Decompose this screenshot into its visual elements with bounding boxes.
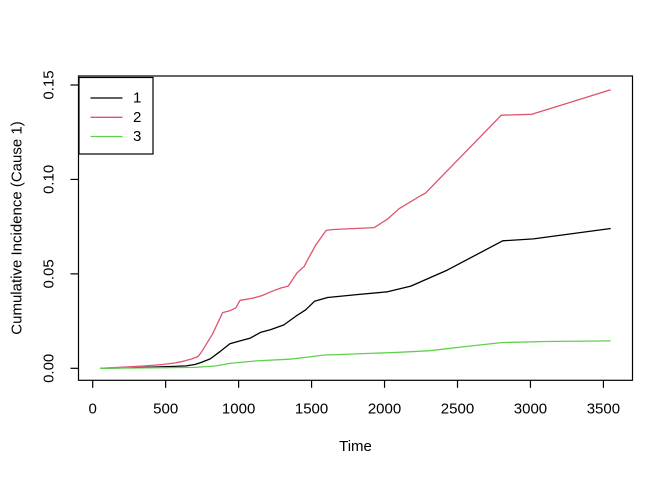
legend-box [78, 76, 154, 155]
x-tick-label: 2500 [441, 401, 474, 418]
legend-label-series-2: 2 [133, 109, 141, 126]
x-tick-label: 3000 [514, 401, 547, 418]
x-tick-label: 2000 [368, 401, 401, 418]
series-layer [99, 89, 611, 369]
plot-frame [77, 75, 634, 381]
series-line-3 [99, 340, 611, 369]
x-tick-label: 0 [89, 401, 97, 418]
y-tick-label: 0.10 [41, 165, 58, 194]
y-tick-label: 0.15 [41, 70, 58, 99]
x-tick-label: 1000 [222, 401, 255, 418]
y-tick-label: 0.05 [41, 259, 58, 288]
x-tick-label: 500 [153, 401, 178, 418]
x-axis-title: Time [339, 438, 372, 455]
series-line-1 [99, 227, 611, 369]
legend: 1 2 3 [78, 76, 154, 155]
series-line-2 [99, 89, 611, 369]
legend-label-series-3: 3 [133, 128, 141, 145]
legend-label-series-1: 1 [133, 90, 141, 107]
x-tick-label: 1500 [295, 401, 328, 418]
y-axis-title: Cumulative Incidence (Cause 1) [9, 121, 26, 334]
axes-layer: 0 500 1000 1500 2000 2500 3000 3500 0.00 0.05 0.10… [41, 70, 634, 418]
x-tick-label: 3500 [587, 401, 620, 418]
y-tick-label: 0.00 [41, 354, 58, 383]
